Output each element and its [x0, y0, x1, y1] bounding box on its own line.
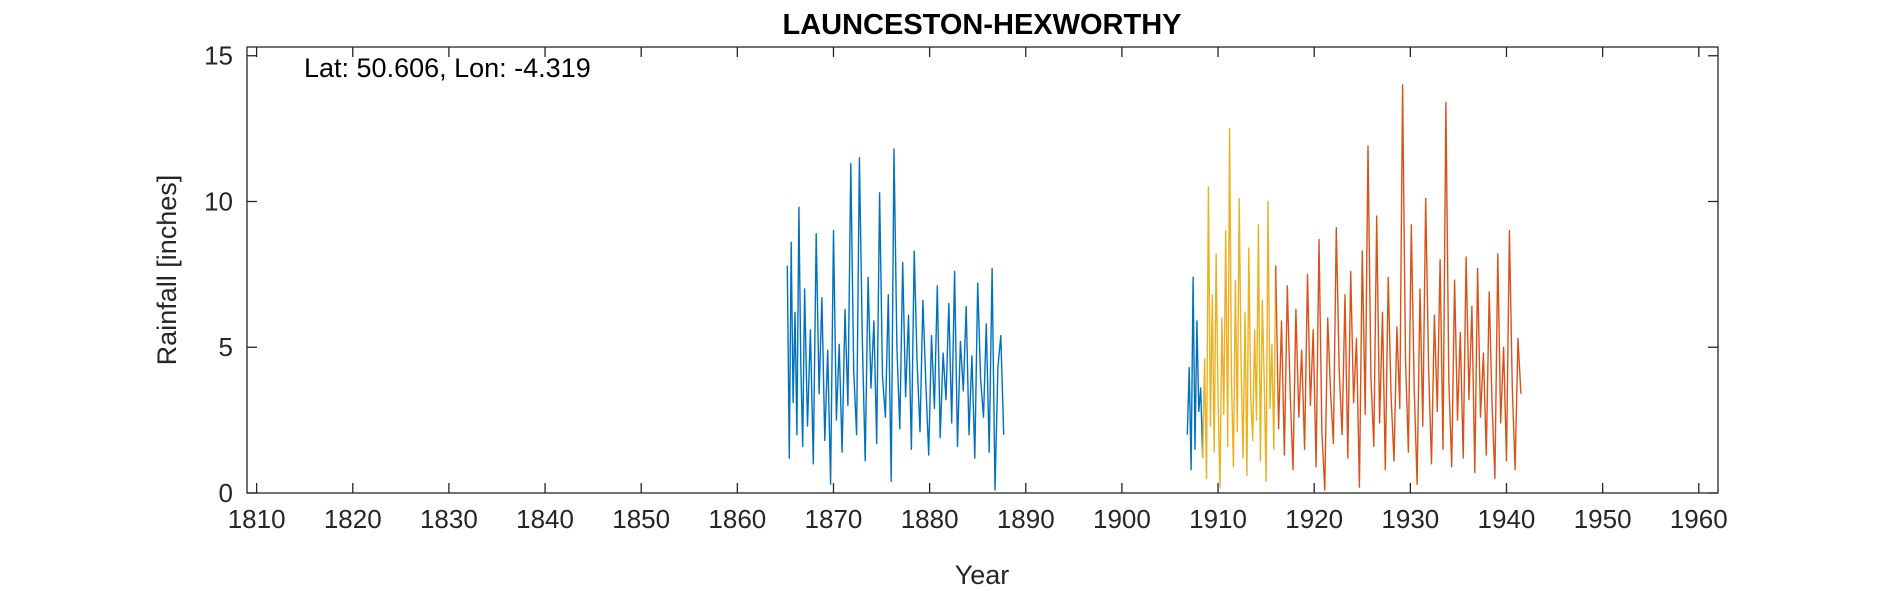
x-tick-label: 1860 [708, 504, 766, 534]
x-tick-label: 1880 [901, 504, 959, 534]
x-tick-label: 1920 [1285, 504, 1343, 534]
x-axis-label: Year [955, 560, 1010, 590]
x-tick-label: 1940 [1478, 504, 1536, 534]
y-tick-label: 15 [204, 41, 233, 71]
x-tick-label: 1910 [1189, 504, 1247, 534]
y-axis-label: Rainfall [inches] [152, 175, 182, 366]
x-tick-label: 1960 [1670, 504, 1728, 534]
location-annotation: Lat: 50.606, Lon: -4.319 [304, 53, 591, 83]
x-tick-label: 1810 [228, 504, 286, 534]
plot-frame [246, 46, 1719, 494]
rainfall-series-2 [1186, 276, 1204, 471]
y-tick-label: 0 [219, 478, 233, 508]
x-tick-label: 1820 [324, 504, 382, 534]
x-tick-label: 1900 [1093, 504, 1151, 534]
tick-layer: 1810 1820 1830 1840 1850 1860 1870 1880 1890 1900… [204, 41, 1728, 534]
y-tick-label: 10 [204, 186, 233, 216]
x-tick-label: 1930 [1381, 504, 1439, 534]
x-tick-label: 1840 [516, 504, 574, 534]
y-tick-label: 5 [219, 332, 233, 362]
rainfall-series-4 [1275, 84, 1522, 491]
rainfall-series-1 [786, 148, 1005, 491]
chart-title: LAUNCESTON-HEXWORTHY [782, 9, 1181, 41]
series-layer [786, 84, 1522, 491]
x-tick-label: 1830 [420, 504, 478, 534]
x-tick-label: 1890 [997, 504, 1055, 534]
plot-area [247, 47, 1718, 493]
x-tick-label: 1870 [805, 504, 863, 534]
rainfall-series-3 [1202, 127, 1277, 488]
x-tick-label: 1950 [1574, 504, 1632, 534]
x-tick-label: 1850 [612, 504, 670, 534]
